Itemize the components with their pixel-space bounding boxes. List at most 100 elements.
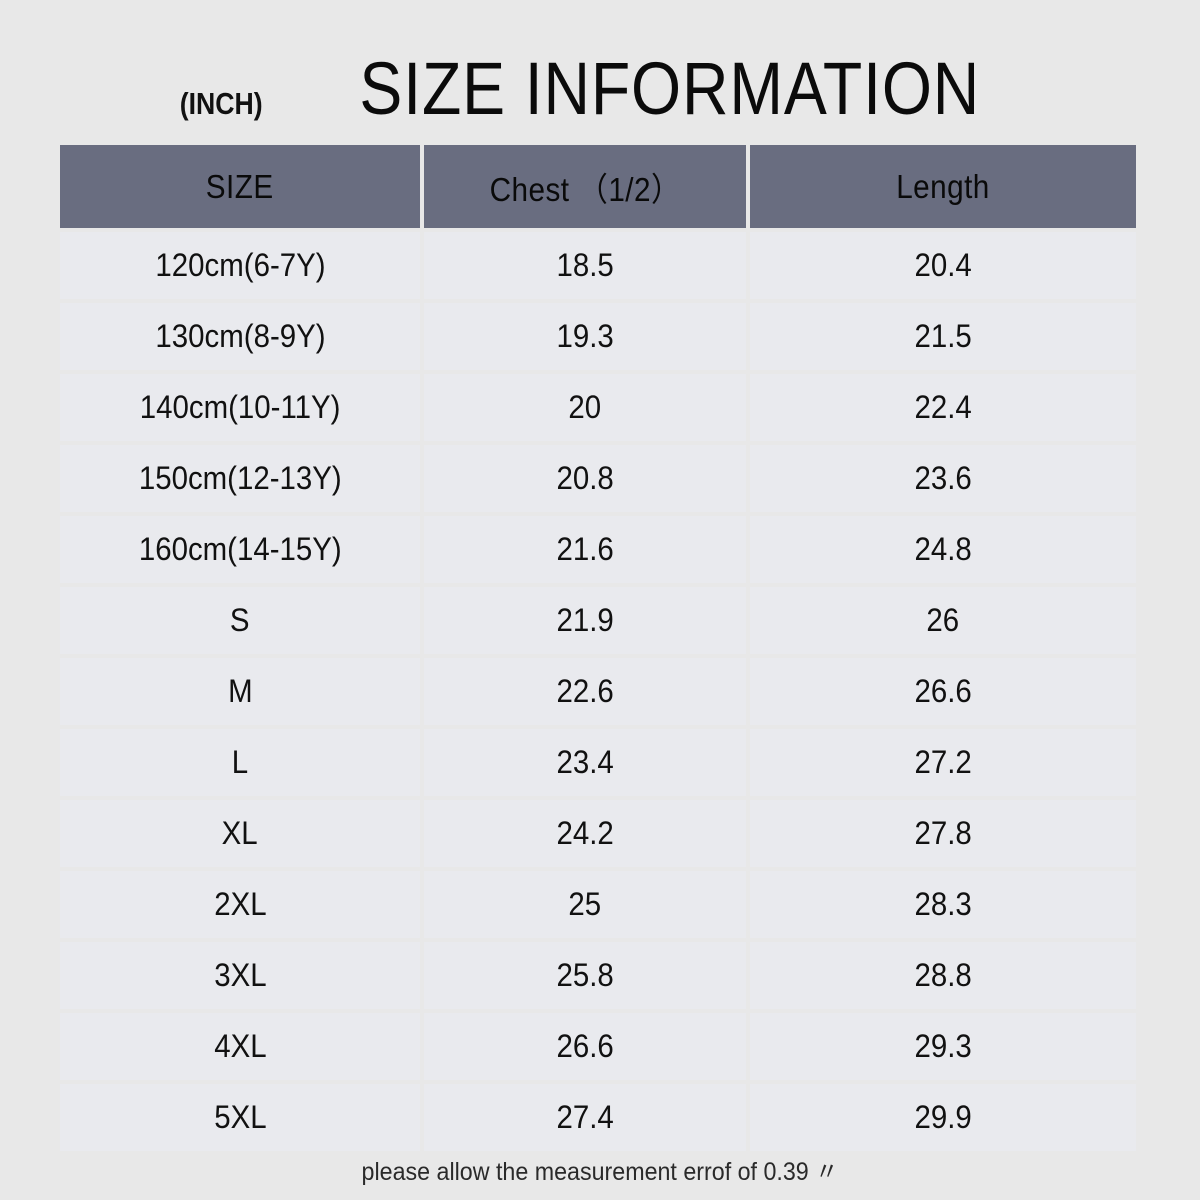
cell-length: 23.6	[750, 445, 1136, 512]
cell-value: 25.8	[556, 957, 614, 993]
cell-value: 29.9	[914, 1099, 972, 1135]
table-row: M 22.6 26.6	[60, 658, 1136, 725]
table-row: 160cm(14-15Y) 21.6 24.8	[60, 516, 1136, 583]
cell-size: 4XL	[60, 1013, 420, 1080]
cell-value: 21.5	[914, 318, 972, 354]
cell-length: 29.9	[750, 1084, 1136, 1151]
cell-value: 21.9	[556, 602, 614, 638]
cell-size: 150cm(12-13Y)	[60, 445, 420, 512]
cell-chest: 19.3	[424, 303, 746, 370]
cell-size: XL	[60, 800, 420, 867]
column-header-label: Chest （1/2）	[489, 170, 681, 208]
page-title-row: (INCH) SIZE INFORMATION	[0, 52, 1200, 132]
cell-length: 24.8	[750, 516, 1136, 583]
cell-length: 28.3	[750, 871, 1136, 938]
unit-label: (INCH)	[179, 86, 263, 121]
cell-value: L	[231, 744, 249, 780]
cell-value: 20	[568, 389, 602, 425]
cell-value: 19.3	[556, 318, 614, 354]
table-row: 140cm(10-11Y) 20 22.4	[60, 374, 1136, 441]
table-row: 130cm(8-9Y) 19.3 21.5	[60, 303, 1136, 370]
cell-value: 140cm(10-11Y)	[139, 389, 341, 425]
page-title: SIZE INFORMATION	[359, 47, 981, 130]
cell-size: 160cm(14-15Y)	[60, 516, 420, 583]
cell-value: 160cm(14-15Y)	[138, 531, 342, 567]
cell-length: 27.2	[750, 729, 1136, 796]
cell-chest: 18.5	[424, 232, 746, 299]
cell-value: 120cm(6-7Y)	[154, 247, 326, 283]
cell-value: 27.2	[914, 744, 972, 780]
cell-length: 26	[750, 587, 1136, 654]
cell-size: S	[60, 587, 420, 654]
cell-chest: 24.2	[424, 800, 746, 867]
cell-size: 120cm(6-7Y)	[60, 232, 420, 299]
column-header-label: Length	[896, 167, 990, 205]
cell-value: 26.6	[556, 1028, 614, 1064]
cell-value: 3XL	[213, 957, 267, 993]
cell-chest: 20.8	[424, 445, 746, 512]
cell-chest: 27.4	[424, 1084, 746, 1151]
cell-value: 24.8	[914, 531, 972, 567]
table-row: S 21.9 26	[60, 587, 1136, 654]
cell-value: 21.6	[556, 531, 614, 567]
cell-value: 23.6	[914, 460, 972, 496]
cell-chest: 26.6	[424, 1013, 746, 1080]
cell-chest: 21.6	[424, 516, 746, 583]
table-header-cell-size: SIZE	[60, 145, 420, 228]
cell-size: 140cm(10-11Y)	[60, 374, 420, 441]
cell-value: 22.6	[556, 673, 614, 709]
table-row: 2XL 25 28.3	[60, 871, 1136, 938]
cell-value: 27.4	[556, 1099, 614, 1135]
cell-value: 29.3	[914, 1028, 972, 1064]
cell-chest: 21.9	[424, 587, 746, 654]
cell-length: 21.5	[750, 303, 1136, 370]
cell-chest: 20	[424, 374, 746, 441]
table-header-row: SIZE Chest （1/2） Length	[60, 145, 1136, 228]
table-row: 120cm(6-7Y) 18.5 20.4	[60, 232, 1136, 299]
cell-size: L	[60, 729, 420, 796]
cell-chest: 25.8	[424, 942, 746, 1009]
cell-value: 4XL	[213, 1028, 267, 1064]
cell-size: 3XL	[60, 942, 420, 1009]
measurement-disclaimer: please allow the measurement errof of 0.…	[361, 1158, 839, 1186]
table-header-cell-length: Length	[750, 145, 1136, 228]
cell-chest: 23.4	[424, 729, 746, 796]
size-table: SIZE Chest （1/2） Length 120cm(6-7Y) 18.5…	[60, 145, 1136, 1151]
table-row: 3XL 25.8 28.8	[60, 942, 1136, 1009]
cell-value: 150cm(12-13Y)	[138, 460, 342, 496]
cell-value: 26	[926, 602, 960, 638]
cell-value: 26.6	[914, 673, 972, 709]
table-header-cell-chest: Chest （1/2）	[424, 145, 746, 228]
table-row: 150cm(12-13Y) 20.8 23.6	[60, 445, 1136, 512]
cell-value: 28.3	[914, 886, 972, 922]
cell-value: S	[230, 602, 250, 638]
cell-value: 28.8	[914, 957, 972, 993]
cell-value: M	[227, 673, 253, 709]
cell-value: 20.4	[914, 247, 972, 283]
cell-size: 130cm(8-9Y)	[60, 303, 420, 370]
cell-value: 20.8	[556, 460, 614, 496]
cell-value: 23.4	[556, 744, 614, 780]
cell-length: 22.4	[750, 374, 1136, 441]
cell-size: 2XL	[60, 871, 420, 938]
column-header-label: SIZE	[206, 167, 274, 205]
cell-value: 27.8	[914, 815, 972, 851]
cell-value: 22.4	[914, 389, 972, 425]
cell-size: M	[60, 658, 420, 725]
cell-length: 20.4	[750, 232, 1136, 299]
table-row: 5XL 27.4 29.9	[60, 1084, 1136, 1151]
cell-size: 5XL	[60, 1084, 420, 1151]
table-row: 4XL 26.6 29.3	[60, 1013, 1136, 1080]
cell-value: XL	[221, 815, 258, 851]
cell-value: 5XL	[213, 1099, 267, 1135]
table-row: L 23.4 27.2	[60, 729, 1136, 796]
cell-length: 28.8	[750, 942, 1136, 1009]
cell-value: 24.2	[556, 815, 614, 851]
cell-length: 27.8	[750, 800, 1136, 867]
table-row: XL 24.2 27.8	[60, 800, 1136, 867]
cell-chest: 22.6	[424, 658, 746, 725]
cell-length: 26.6	[750, 658, 1136, 725]
cell-value: 18.5	[556, 247, 614, 283]
cell-value: 2XL	[213, 886, 267, 922]
